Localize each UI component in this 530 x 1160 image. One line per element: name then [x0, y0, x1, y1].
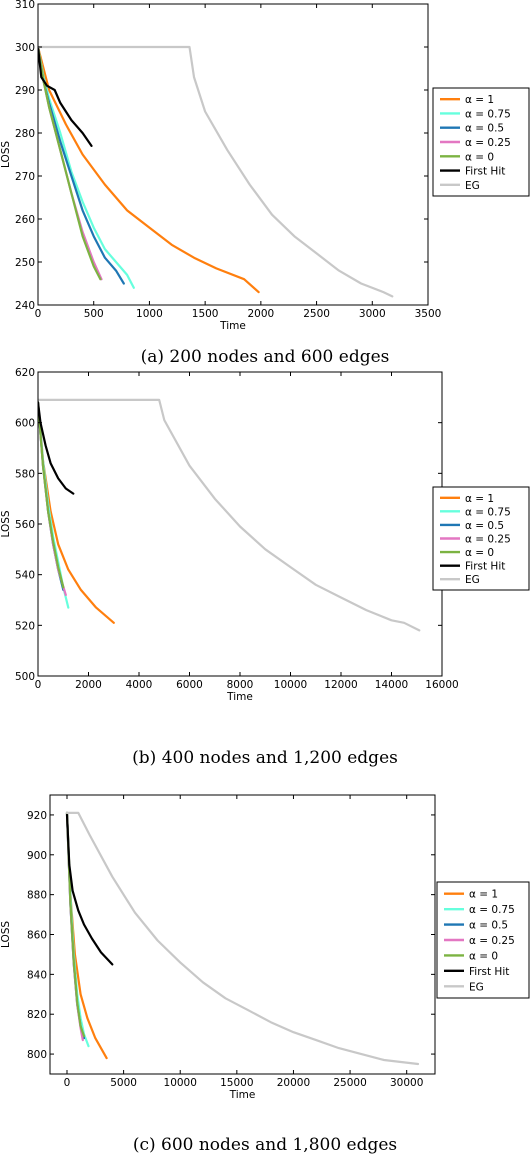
y-tick-label: 250	[15, 257, 35, 269]
y-tick-label: 280	[15, 128, 35, 140]
plot-frame	[49, 794, 436, 1075]
y-tick-label: 800	[27, 1049, 47, 1061]
series-line-7	[65, 811, 420, 1066]
legend-label-3: α = 0.5	[465, 520, 504, 532]
subfigure-caption: (c) 600 nodes and 1,800 edges	[133, 1135, 397, 1155]
legend-label-6: First Hit	[469, 966, 509, 978]
x-tick-label: 15000	[220, 1077, 253, 1089]
x-tick-label: 14000	[375, 679, 408, 691]
legend-label-6: First Hit	[465, 166, 505, 178]
x-tick-label: 20000	[277, 1077, 310, 1089]
series-line-3	[38, 45, 125, 285]
chart-1: 0 500 1000 1500 2000 2500 3000 3500 240 250 260 270…	[0, 0, 530, 367]
y-tick-label: 270	[15, 171, 35, 183]
x-tick-label: 3500	[415, 308, 442, 320]
x-tick-label: 2500	[303, 308, 330, 320]
series-line-6	[38, 45, 93, 147]
legend-label-1: α = 1	[465, 94, 494, 106]
legend-label-6: First Hit	[465, 561, 505, 573]
x-axis-label: Time	[219, 320, 246, 332]
y-tick-label: 290	[15, 85, 35, 97]
y-tick-label: 500	[15, 671, 35, 683]
x-axis-label: Time	[226, 691, 253, 703]
plot-frame	[37, 371, 443, 677]
x-tick-label: 6000	[176, 679, 203, 691]
series-line-7	[38, 45, 394, 298]
x-tick-label: 16000	[425, 679, 458, 691]
series-line-6	[65, 813, 114, 966]
legend-label-5: α = 0	[469, 950, 498, 962]
y-tick-label: 880	[27, 890, 47, 902]
legend-label-4: α = 0.25	[465, 137, 511, 149]
x-tick-label: 4000	[126, 679, 153, 691]
series-line-5	[38, 401, 65, 589]
legend-label-2: α = 0.75	[465, 506, 511, 518]
x-tick-label: 2000	[247, 308, 274, 320]
legend-label-4: α = 0.25	[469, 935, 515, 947]
legend-label-4: α = 0.25	[465, 534, 511, 546]
series-line-6	[38, 401, 75, 495]
chart-3: 0 5000 10000 15000 20000 25000 30000 800 820 840 8…	[0, 794, 530, 1155]
x-tick-label: 3000	[359, 308, 386, 320]
legend-label-2: α = 0.75	[465, 108, 511, 120]
x-tick-label: 25000	[333, 1077, 366, 1089]
y-tick-label: 580	[15, 468, 35, 480]
x-tick-label: 2000	[75, 679, 102, 691]
y-tick-label: 240	[15, 300, 35, 312]
legend-label-5: α = 0	[465, 547, 494, 559]
x-axis-label: Time	[229, 1089, 256, 1101]
y-axis-label: LOSS	[0, 510, 12, 537]
y-axis-label: LOSS	[0, 921, 12, 948]
x-tick-label: 1000	[136, 308, 163, 320]
legend-label-1: α = 1	[469, 889, 498, 901]
legend-label-7: EG	[465, 180, 480, 192]
x-tick-label: 8000	[227, 679, 254, 691]
series-line-5	[38, 45, 102, 281]
subfigure-caption: (a) 200 nodes and 600 edges	[141, 347, 390, 367]
y-tick-label: 300	[15, 42, 35, 54]
legend: α = 1 α = 0.75 α = 0.5 α = 0.25 α = 0 First H…	[432, 87, 530, 197]
plot-frame	[37, 3, 429, 306]
y-tick-label: 900	[27, 850, 47, 862]
y-tick-label: 520	[15, 620, 35, 632]
y-tick-label: 560	[15, 519, 35, 531]
chart-2: 0 2000 4000 6000 8000 10000 12000 14000 16000 500…	[0, 367, 530, 768]
y-tick-label: 820	[27, 1009, 47, 1021]
series-line-5	[65, 811, 86, 1038]
y-tick-label: 840	[27, 969, 47, 981]
legend-label-3: α = 0.5	[469, 920, 508, 932]
x-tick-label: 10000	[274, 679, 307, 691]
x-tick-label: 30000	[390, 1077, 423, 1089]
y-tick-label: 920	[27, 810, 47, 822]
series-line-2	[38, 45, 135, 289]
y-tick-label: 540	[15, 570, 35, 582]
legend-label-7: EG	[465, 574, 480, 586]
y-tick-label: 620	[15, 367, 35, 379]
x-tick-label: 0	[64, 1077, 71, 1089]
series-line-1	[38, 45, 260, 294]
x-tick-label: 1500	[192, 308, 219, 320]
legend-label-1: α = 1	[465, 493, 494, 505]
x-tick-label: 0	[35, 308, 42, 320]
series-line-7	[38, 398, 421, 632]
subfigure-caption: (b) 400 nodes and 1,200 edges	[132, 748, 398, 768]
x-tick-label: 5000	[110, 1077, 137, 1089]
y-tick-label: 260	[15, 214, 35, 226]
legend-label-7: EG	[469, 981, 484, 993]
y-tick-label: 860	[27, 930, 47, 942]
x-tick-label: 500	[84, 308, 104, 320]
x-tick-label: 10000	[164, 1077, 197, 1089]
legend-label-3: α = 0.5	[465, 123, 504, 135]
legend: α = 1 α = 0.75 α = 0.5 α = 0.25 α = 0 First H…	[436, 881, 530, 999]
y-axis-label: LOSS	[0, 141, 12, 168]
x-tick-label: 12000	[324, 679, 357, 691]
legend-label-2: α = 0.75	[469, 904, 515, 916]
y-tick-label: 310	[15, 0, 35, 11]
legend: α = 1α = 0.75 α = 0.5 α = 0.25α = 0 First H…	[432, 486, 530, 591]
legend-label-5: α = 0	[465, 151, 494, 163]
x-tick-label: 0	[35, 679, 42, 691]
y-tick-label: 600	[15, 418, 35, 430]
